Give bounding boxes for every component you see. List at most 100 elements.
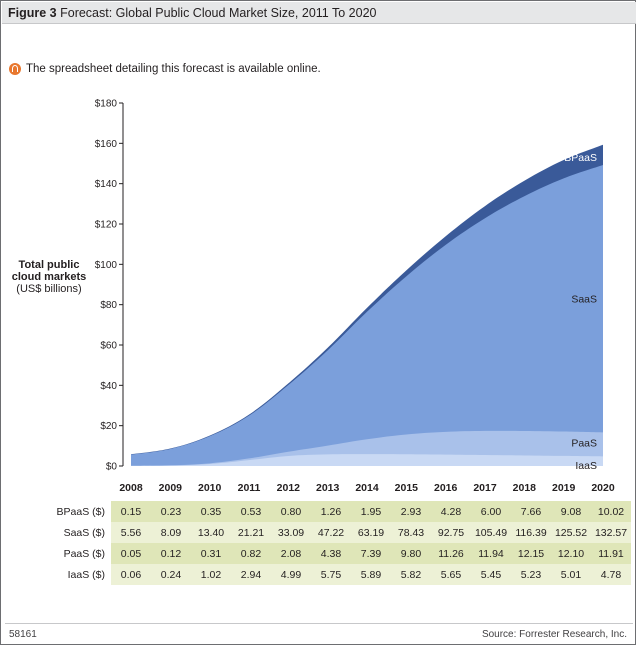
x-tick-label: 2012 [277,482,301,494]
table-cell: 11.26 [431,543,471,564]
footer-divider [5,623,633,624]
table-cell: 9.08 [551,501,591,522]
x-tick-label: 2016 [434,482,458,494]
table-cell: 21.21 [231,522,271,543]
table-cell: 0.24 [151,564,191,585]
table-cell: 12.15 [511,543,551,564]
y-tick-label: $160 [95,139,118,150]
table-cell: 47.22 [311,522,351,543]
table-cell: 116.39 [511,522,551,543]
table-cell: 0.15 [111,501,151,522]
table-cell: 1.95 [351,501,391,522]
x-tick-label: 2019 [552,482,576,494]
table-cell: 6.00 [471,501,511,522]
series-label-saas: SaaS [571,294,597,306]
online-note[interactable]: The spreadsheet detailing this forecast … [9,63,321,75]
table-cell: 7.39 [351,543,391,564]
table-cell: 0.53 [231,501,271,522]
table-cell: 2.94 [231,564,271,585]
table-cell: 105.49 [471,522,511,543]
table-row: IaaS ($) 0.06 0.24 1.02 2.94 4.99 5.75 5.89 5.82… [47,564,631,585]
figure-id: 58161 [9,629,37,640]
table-row: SaaS ($) 5.56 8.09 13.40 21.21 33.09 47.22 63.1… [47,522,631,543]
figure-title-text: Forecast: Global Public Cloud Market Siz… [60,6,377,20]
table-cell: 0.06 [111,564,151,585]
table-cell: 5.45 [471,564,511,585]
table-cell: 63.19 [351,522,391,543]
table-cell: 2.93 [391,501,431,522]
table-cell: 11.94 [471,543,511,564]
x-tick-label: 2014 [355,482,379,494]
table-cell: 10.02 [591,501,631,522]
series-label-iaas: IaaS [575,460,597,472]
x-tick-label: 2013 [316,482,340,494]
x-tick-label: 2015 [395,482,419,494]
table-cell: 5.75 [311,564,351,585]
row-header: IaaS ($) [47,564,111,585]
table-cell: 4.99 [271,564,311,585]
table-cell: 7.66 [511,501,551,522]
table-cell: 5.01 [551,564,591,585]
table-cell: 92.75 [431,522,471,543]
table-cell: 0.80 [271,501,311,522]
table-cell: 132.57 [591,522,631,543]
table-cell: 33.09 [271,522,311,543]
table-cell: 5.65 [431,564,471,585]
x-tick-label: 2010 [198,482,222,494]
table-row: BPaaS ($) 0.15 0.23 0.35 0.53 0.80 1.26 1.95 2.9… [47,501,631,522]
x-tick-label: 2018 [513,482,537,494]
table-cell: 5.23 [511,564,551,585]
series-label-paas: PaaS [571,437,597,449]
table-cell: 12.10 [551,543,591,564]
table-cell: 125.52 [551,522,591,543]
table-cell: 9.80 [391,543,431,564]
y-axis-label-main: Total public cloud markets [11,259,87,283]
x-tick-label: 2020 [591,482,615,494]
y-tick-label: $140 [95,179,118,190]
series-label-bpaas: BPaaS [564,152,597,164]
table-cell: 0.31 [191,543,231,564]
source-note: Source: Forrester Research, Inc. [481,629,627,640]
table-cell: 11.91 [591,543,631,564]
table-cell: 1.26 [311,501,351,522]
online-resource-icon [9,63,21,75]
row-header: SaaS ($) [47,522,111,543]
y-tick-label: $120 [95,220,118,231]
table-cell: 4.28 [431,501,471,522]
table-cell: 0.82 [231,543,271,564]
y-axis-label: Total public cloud markets (US$ billions… [7,259,91,295]
y-tick-label: $0 [106,462,118,473]
table-cell: 2.08 [271,543,311,564]
table-cell: 0.35 [191,501,231,522]
table-cell: 5.82 [391,564,431,585]
y-tick-label: $20 [100,421,117,432]
area-saas [131,164,603,466]
row-header: PaaS ($) [47,543,111,564]
figure-label: Figure 3 [8,6,57,20]
title-bar: Figure 3 Forecast: Global Public Cloud M… [2,2,636,24]
row-header: BPaaS ($) [47,501,111,522]
y-axis-label-unit: (US$ billions) [16,283,82,295]
table-row: PaaS ($) 0.05 0.12 0.31 0.82 2.08 4.38 7.39 9.80… [47,543,631,564]
table-cell: 4.38 [311,543,351,564]
table-cell: 13.40 [191,522,231,543]
y-tick-label: $180 [95,99,118,110]
table-cell: 0.23 [151,501,191,522]
x-tick-label: 2009 [159,482,183,494]
table-cell: 5.89 [351,564,391,585]
x-tick-label: 2017 [473,482,497,494]
data-table: BPaaS ($) 0.15 0.23 0.35 0.53 0.80 1.26 1.95 2.9… [47,501,631,585]
y-tick-label: $60 [100,341,117,352]
online-note-text: The spreadsheet detailing this forecast … [26,63,321,75]
table-cell: 0.12 [151,543,191,564]
x-tick-label: 2008 [119,482,143,494]
figure-title: Figure 3 Forecast: Global Public Cloud M… [8,6,377,20]
table-cell: 8.09 [151,522,191,543]
table-cell: 4.78 [591,564,631,585]
table-cell: 5.56 [111,522,151,543]
table-cell: 0.05 [111,543,151,564]
y-tick-label: $100 [95,260,118,271]
area-chart: $0 $20 $40 $60 $80 $100 $120 $140 $160 $180 2008 2… [95,99,615,495]
y-tick-label: $40 [100,381,117,392]
